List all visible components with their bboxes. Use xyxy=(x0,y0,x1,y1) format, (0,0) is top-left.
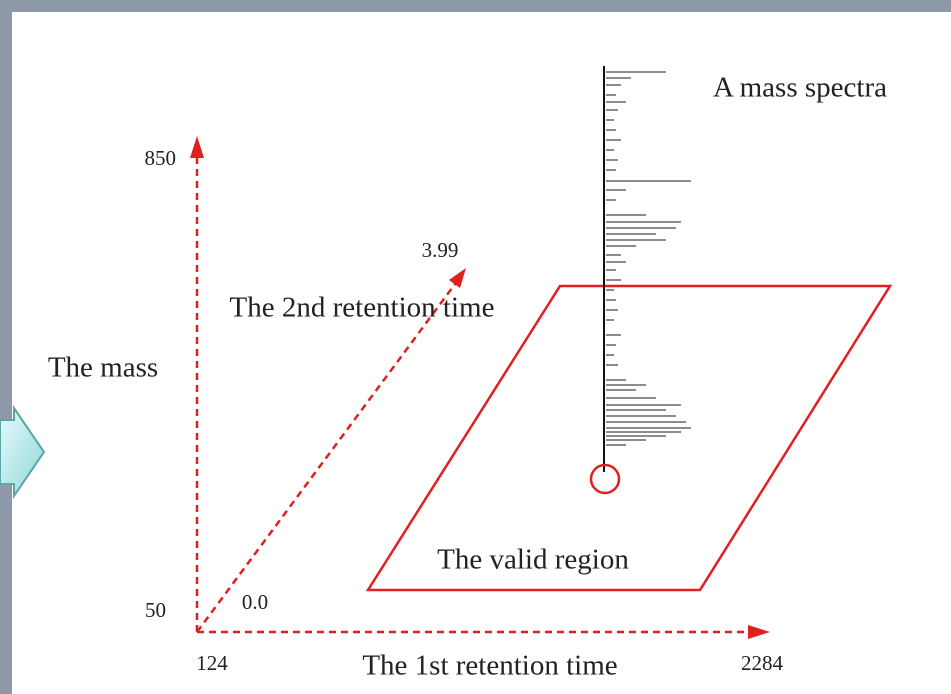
first-min: 124 xyxy=(196,651,228,675)
arrowhead xyxy=(449,268,466,288)
second-axis xyxy=(195,279,460,633)
arrowhead xyxy=(190,136,204,158)
first-label: The 1st retention time xyxy=(362,650,617,682)
panel xyxy=(12,12,951,694)
second-label: The 2nd retention time xyxy=(230,292,495,324)
spectrum-peaks xyxy=(606,71,691,446)
arrowhead xyxy=(748,625,770,639)
mass-label: The mass xyxy=(48,352,158,384)
spectrum-label: A mass spectra xyxy=(713,72,887,104)
second-min: 0.0 xyxy=(242,590,268,614)
region-label: The valid region xyxy=(437,544,629,576)
valid-region xyxy=(365,284,893,592)
mass-min: 50 xyxy=(145,598,166,622)
first-max: 2284 xyxy=(741,651,784,675)
nav-arrow[interactable] xyxy=(0,404,46,500)
second-max: 3.99 xyxy=(422,238,459,262)
spectrum-origin xyxy=(589,463,621,495)
mass-max: 850 xyxy=(145,146,177,170)
